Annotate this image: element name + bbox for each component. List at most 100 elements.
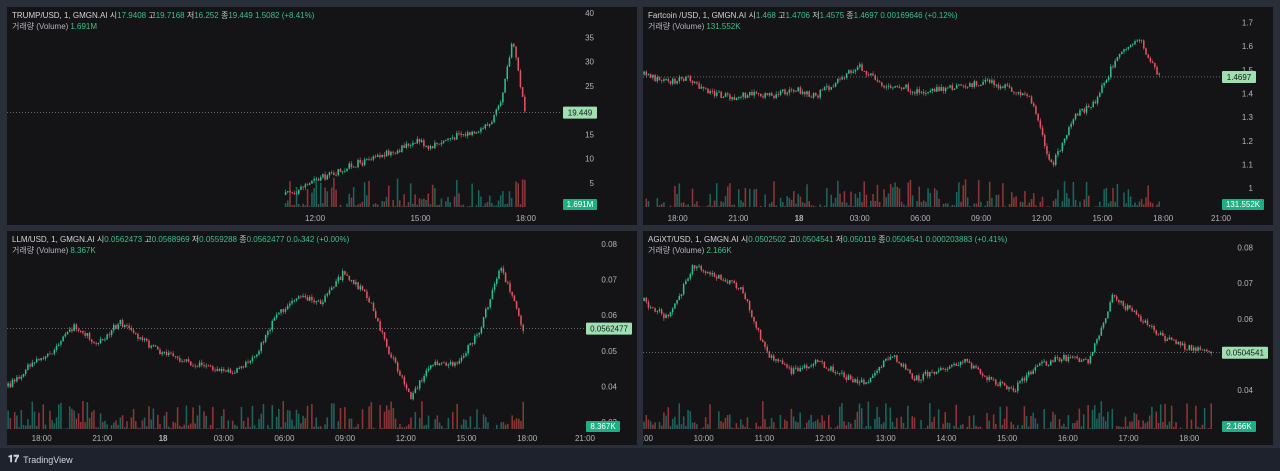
- candle-body: [793, 90, 795, 92]
- volume-bar: [786, 421, 788, 429]
- volume-bar: [1151, 406, 1153, 429]
- candle-body: [405, 143, 408, 148]
- candle-body: [786, 364, 788, 368]
- candle-body: [216, 369, 218, 371]
- candle-body: [878, 367, 881, 371]
- candle-body: [496, 278, 498, 284]
- volume-bar: [685, 205, 687, 207]
- volume-bar: [896, 186, 899, 207]
- candle-body: [984, 79, 987, 82]
- volume-bar: [104, 420, 106, 429]
- candle-body: [1015, 92, 1017, 94]
- candle-body: [348, 163, 351, 169]
- chart-svg-agixt[interactable]: 0.030.040.050.060.070.0809:0010:0011:001…: [643, 231, 1273, 445]
- candle-body: [643, 297, 645, 301]
- candle-body: [1025, 375, 1028, 381]
- candle-body: [49, 353, 51, 355]
- candle-body: [121, 319, 124, 327]
- candle-body: [66, 331, 69, 335]
- candle-body: [124, 325, 126, 327]
- candle-body: [1052, 360, 1054, 362]
- candle-body: [491, 122, 493, 125]
- chart-svg-trump[interactable]: 51015202530354012:0015:0018:0019.4491.69…: [7, 7, 637, 225]
- volume-bar: [425, 199, 427, 207]
- candle-body: [203, 364, 205, 366]
- candle-body: [1179, 341, 1182, 346]
- candle-body: [1028, 371, 1030, 376]
- volume-bar: [201, 428, 203, 429]
- y-tick-label: 35: [585, 33, 594, 42]
- candle-body: [891, 356, 894, 358]
- volume-bar: [379, 404, 381, 429]
- chart-svg-llm[interactable]: 0.030.040.050.060.070.0818:0021:001803:0…: [7, 231, 637, 445]
- volume-bar: [779, 197, 782, 207]
- candle-body: [388, 346, 390, 355]
- candle-body: [449, 138, 451, 140]
- chart-panel-llm[interactable]: 0.030.040.050.060.070.0818:0021:001803:0…: [7, 231, 637, 445]
- candle-body: [502, 92, 504, 103]
- volume-bar: [24, 425, 27, 429]
- volume-bar: [1072, 181, 1075, 207]
- candle-body: [1127, 47, 1130, 49]
- price-tag-bg: [1222, 346, 1268, 359]
- candle-body: [872, 73, 874, 76]
- volume-bar: [1208, 428, 1210, 429]
- chart-panel-agixt[interactable]: 0.030.040.050.060.070.0809:0010:0011:001…: [643, 231, 1273, 445]
- candle-body: [850, 70, 852, 73]
- volume-bar: [1006, 406, 1008, 429]
- volume-bar: [759, 426, 762, 429]
- volume-bar: [335, 189, 337, 207]
- chart-panel-trump[interactable]: 51015202530354012:0015:0018:0019.4491.69…: [7, 7, 637, 225]
- volume-bar: [348, 418, 351, 429]
- volume-bar: [227, 420, 230, 429]
- candle-body: [1017, 92, 1020, 94]
- candle-body: [915, 375, 918, 381]
- candle-body: [463, 355, 465, 358]
- volume-bar: [1135, 414, 1138, 429]
- tradingview-logo[interactable]: 𝟏𝟕 TradingView: [8, 454, 73, 465]
- candle-body: [488, 124, 491, 126]
- candle-body: [372, 302, 375, 311]
- volume-bar: [423, 425, 425, 429]
- volume-bar: [287, 200, 289, 207]
- candle-body: [656, 77, 659, 82]
- candle-body: [911, 92, 914, 93]
- volume-bar: [786, 196, 788, 207]
- candle-body: [799, 368, 801, 372]
- candle-body: [784, 89, 786, 95]
- candle-body: [179, 357, 181, 362]
- chart-panel-fartcoin[interactable]: 1 1.1 1.2 1.3 1.4 1.5 1.6 1.7 18:00 21:00 18 03:00 0…: [643, 7, 1273, 225]
- candle-body: [1098, 335, 1100, 340]
- candle-body: [1003, 382, 1006, 386]
- volume-bar: [82, 401, 84, 429]
- candle-body: [328, 172, 331, 176]
- volume-bar: [403, 427, 406, 429]
- volume-bar: [970, 428, 973, 429]
- chart-svg-fartcoin[interactable]: 11.11.21.31.41.51.61.718:00 21:00 18 03:00 0…: [643, 7, 1273, 225]
- volume-bar: [1132, 205, 1134, 207]
- candle-body: [922, 374, 925, 380]
- volume-bar: [1197, 426, 1199, 429]
- candle-body: [947, 87, 949, 89]
- volume-bar: [1096, 418, 1098, 429]
- candle-body: [53, 349, 56, 354]
- candle-body: [896, 86, 899, 87]
- candle-body: [711, 273, 714, 275]
- candle-body: [1105, 80, 1108, 84]
- candle-body: [1114, 60, 1116, 68]
- candle-body: [1111, 294, 1114, 303]
- candle-body: [1083, 108, 1086, 113]
- y-tick-label: 1.2: [1242, 137, 1254, 146]
- y-tick-label: 1.3: [1242, 113, 1254, 122]
- candle-body: [773, 95, 775, 99]
- candle-body: [964, 358, 966, 363]
- volume-bar: [1082, 414, 1085, 429]
- volume-bar: [256, 428, 258, 429]
- volume-bar: [801, 202, 804, 207]
- y-tick-label: 0.05: [601, 347, 617, 356]
- volume-bar: [722, 422, 725, 429]
- legend-symbol: AGiXT/USD, 1, GMGN.AI: [648, 235, 739, 244]
- candle-body: [1006, 84, 1009, 86]
- candle-body: [913, 378, 916, 381]
- candle-body: [225, 370, 227, 372]
